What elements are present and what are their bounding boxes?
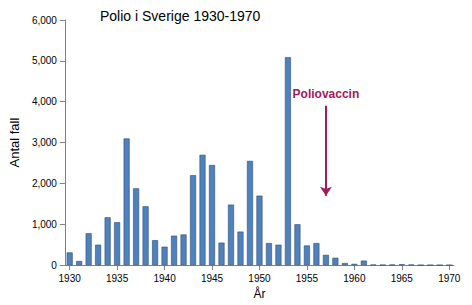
svg-text:6,000: 6,000 xyxy=(32,15,57,26)
svg-text:1930: 1930 xyxy=(59,273,82,284)
svg-text:År: År xyxy=(253,286,265,301)
svg-text:1960: 1960 xyxy=(343,273,366,284)
svg-text:0: 0 xyxy=(51,260,57,271)
svg-text:1955: 1955 xyxy=(296,273,319,284)
svg-text:1970: 1970 xyxy=(438,273,461,284)
svg-text:4,000: 4,000 xyxy=(32,96,57,107)
svg-text:1950: 1950 xyxy=(248,273,271,284)
svg-text:Poliovaccin: Poliovaccin xyxy=(293,87,360,101)
svg-text:1945: 1945 xyxy=(201,273,224,284)
svg-text:Polio i Sverige 1930-1970: Polio i Sverige 1930-1970 xyxy=(100,8,261,24)
svg-text:5,000: 5,000 xyxy=(32,55,57,66)
svg-text:3,000: 3,000 xyxy=(32,137,57,148)
svg-text:1,000: 1,000 xyxy=(32,219,57,230)
svg-text:Antal fall: Antal fall xyxy=(7,118,22,168)
svg-text:2,000: 2,000 xyxy=(32,178,57,189)
svg-text:1940: 1940 xyxy=(153,273,176,284)
svg-text:1935: 1935 xyxy=(106,273,129,284)
svg-text:1965: 1965 xyxy=(391,273,414,284)
